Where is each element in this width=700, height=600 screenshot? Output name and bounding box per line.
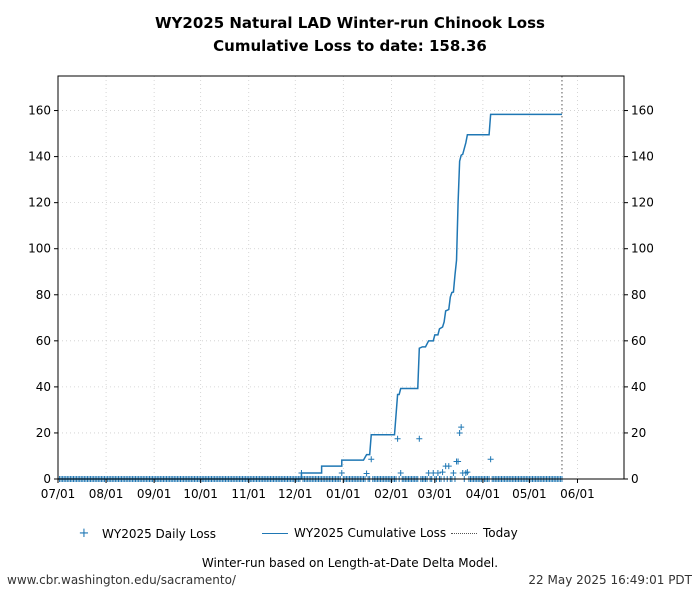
y-tick-label-left: 140 (28, 150, 51, 164)
x-tick-label: 06/01 (560, 487, 595, 501)
y-tick-label-right: 140 (631, 150, 654, 164)
plot-series (55, 76, 565, 482)
x-tick-label: 03/01 (418, 487, 453, 501)
daily-loss-point (462, 470, 469, 477)
x-tick-label: 12/01 (278, 487, 313, 501)
plus-marker-icon: + (78, 526, 90, 541)
x-tick-label: 08/01 (89, 487, 124, 501)
footer-url: www.cbr.washington.edu/sacramento/ (7, 573, 236, 587)
daily-loss-point (456, 429, 463, 436)
y-tick-label-left: 100 (28, 242, 51, 256)
daily-loss-point (394, 435, 401, 442)
y-tick-label-left: 120 (28, 196, 51, 210)
daily-loss-point (487, 456, 494, 463)
daily-loss-point (464, 469, 471, 476)
daily-loss-point (338, 470, 345, 477)
y-tick-label-right: 60 (631, 334, 646, 348)
grid (57, 76, 624, 479)
y-tick-label-right: 20 (631, 426, 646, 440)
y-tick-label-right: 120 (631, 196, 654, 210)
footer-timestamp: 22 May 2025 16:49:01 PDT (528, 573, 692, 587)
daily-loss-point (363, 470, 370, 477)
chart-caption: Winter-run based on Length-at-Date Delta… (201, 556, 499, 570)
y-tick-label-right: 160 (631, 104, 654, 118)
daily-loss-point (298, 470, 305, 477)
y-tick-label-right: 40 (631, 380, 646, 394)
y-tick-label-left: 20 (36, 426, 51, 440)
daily-loss-point (434, 470, 441, 477)
y-tick-label-right: 0 (631, 472, 639, 486)
legend-label-daily: WY2025 Daily Loss (102, 526, 217, 541)
y-tick-label-left: 0 (43, 472, 51, 486)
dotted-line-swatch-icon (451, 532, 477, 534)
legend-item-cumulative: WY2025 Cumulative Loss (262, 526, 446, 540)
legend-label-cumulative: WY2025 Cumulative Loss (294, 526, 447, 540)
daily-loss-point (458, 424, 465, 431)
chart-title: WY2025 Natural LAD Winter-run Chinook Lo… (155, 14, 545, 32)
y-tick-label-left: 60 (36, 334, 51, 348)
daily-loss-point (439, 469, 446, 476)
daily-loss-point (445, 463, 452, 470)
legend-item-today: Today (451, 526, 518, 540)
y-tick-label-left: 80 (36, 288, 51, 302)
daily-loss-point (455, 458, 462, 465)
y-tick-label-right: 80 (631, 288, 646, 302)
chart-subtitle: Cumulative Loss to date: 158.36 (213, 37, 487, 55)
legend-item-daily: + WY2025 Daily Loss (72, 526, 217, 541)
daily-loss-point (368, 456, 375, 463)
x-tick-label: 09/01 (137, 487, 172, 501)
line-swatch-icon (262, 532, 288, 534)
x-tick-label: 05/01 (512, 487, 547, 501)
y-tick-label-left: 160 (28, 104, 51, 118)
x-tick-label: 11/01 (231, 487, 266, 501)
x-tick-label: 10/01 (183, 487, 218, 501)
daily-loss-point (416, 435, 423, 442)
axes: 0 0 20 20 40 40 60 60 80 80 100 100 120 120 140 140 160 1… (28, 104, 654, 501)
x-tick-label: 04/01 (466, 487, 501, 501)
y-tick-label-right: 100 (631, 242, 654, 256)
x-tick-label: 02/01 (374, 487, 409, 501)
legend-label-today: Today (483, 526, 518, 540)
x-tick-label: 07/01 (41, 487, 76, 501)
daily-loss-point (450, 470, 457, 477)
x-tick-label: 01/01 (326, 487, 361, 501)
y-tick-label-left: 40 (36, 380, 51, 394)
plot-frame (57, 75, 625, 480)
cumulative-loss-line (58, 113, 562, 480)
daily-loss-point (397, 470, 404, 477)
